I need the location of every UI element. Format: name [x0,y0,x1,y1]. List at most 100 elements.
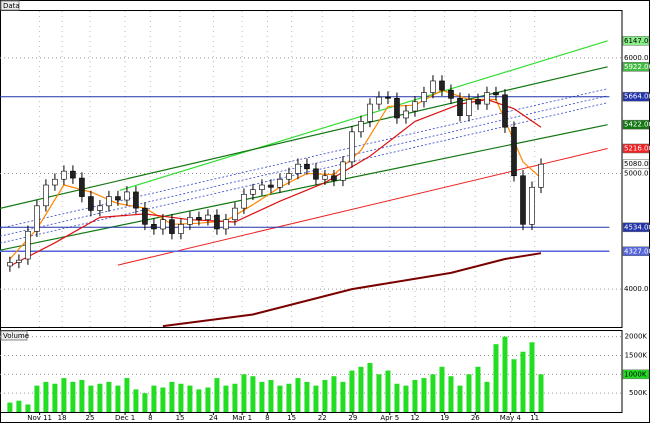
price-label-box [622,159,650,169]
volume-bar [250,376,256,412]
volume-bar [52,383,58,412]
volume-bar [520,351,526,412]
price-label-box [622,246,650,257]
candle-body [142,207,148,225]
candle-body [313,168,319,180]
candle-body [232,207,238,221]
volume-bar [79,379,85,412]
y-tick-label: 500K [629,389,647,397]
candle-body [295,163,301,174]
candle-body [205,214,211,221]
y-tick-label: 6000.00 [624,54,650,62]
x-tick-label: 11 [530,414,539,422]
candle-body [250,189,256,195]
price-label-box [622,36,650,46]
x-tick-label: 8 [148,414,152,422]
candle-body [385,96,391,99]
volume-bar [457,385,463,412]
price-label: 5422.00 [624,121,650,129]
price-label: 5080.00 [624,160,650,168]
price-label: 4534.00 [624,223,650,231]
volume-bar [205,387,211,412]
y-tick-label: 4000.00 [624,285,650,293]
y-tick-label: 5000.00 [624,169,650,177]
candle-body [340,161,346,181]
volume-bar [187,385,193,412]
candle-body [412,101,418,112]
volume-bar [16,400,22,412]
volume-bar [151,385,157,412]
volume-bar [475,366,481,412]
volume-bar [385,370,391,412]
x-tick-label: 24 [209,414,218,422]
candle-body [394,97,400,119]
volume-bar [412,379,418,412]
x-tick-label: 19 [440,414,449,422]
volume-bar [304,381,310,412]
volume-bar [106,381,112,412]
candle-body [214,214,220,230]
volume-bar [178,383,184,412]
candle-body [25,230,31,260]
y-tick-label: 1500K [625,351,648,359]
volume-bar [295,378,301,412]
price-label-box [622,143,650,154]
candle-body [88,196,94,211]
x-tick-label: Apr 5 [380,414,399,422]
volume-bar [34,385,40,412]
price-panel [0,10,623,328]
candle-body [196,217,202,221]
candle-body [160,219,166,230]
candle-body [421,92,427,103]
candle-body [52,178,58,186]
volume-bar [439,366,445,412]
volume-bar [232,383,238,412]
title-box [0,0,20,11]
price-label: 1000K [624,370,647,378]
volume-bar [448,376,454,412]
indicator-line [0,124,608,251]
candle-body [322,175,328,180]
volume-bar [268,379,274,412]
candle-body [115,196,121,201]
volume-bar [223,385,229,412]
candle-body [403,110,409,119]
volume-bar [493,344,499,412]
price-label: 5922.00 [624,63,650,71]
candle-body [367,103,373,122]
candle-body [376,96,382,105]
volume-bar [160,387,166,412]
volume-bar [277,385,283,412]
candle-body [124,191,130,201]
price-label: 6147.00 [624,37,650,45]
candle-body [79,177,85,197]
volume-bar [70,381,76,412]
candle-body [187,217,193,225]
candle-body [439,80,445,91]
volume-bar [394,383,400,412]
price-label-box [622,91,650,102]
x-tick-label: Nov 11 [27,414,52,422]
candle-body [43,184,49,207]
candle-body [502,94,508,128]
price-label-box [622,62,650,72]
price-label-box [622,222,650,233]
x-tick-label: 26 [471,414,480,422]
volume-bar [340,381,346,412]
volume-bar [466,374,472,412]
x-tick-label: 12 [411,414,420,422]
candle-body [466,99,472,116]
volume-bar [502,336,508,412]
candle-body [7,262,13,267]
volume-bar [322,379,328,412]
candle-body [304,163,310,170]
y-tick-label: 2000K [625,333,648,341]
price-label-box [622,369,650,380]
candle-body [529,187,535,225]
candle-body [277,178,283,188]
candle-body [259,184,265,190]
volume-bar [124,378,130,412]
volume-bar [313,385,319,412]
x-tick-label: Dec 1 [115,414,135,422]
volume-bar [241,374,247,412]
